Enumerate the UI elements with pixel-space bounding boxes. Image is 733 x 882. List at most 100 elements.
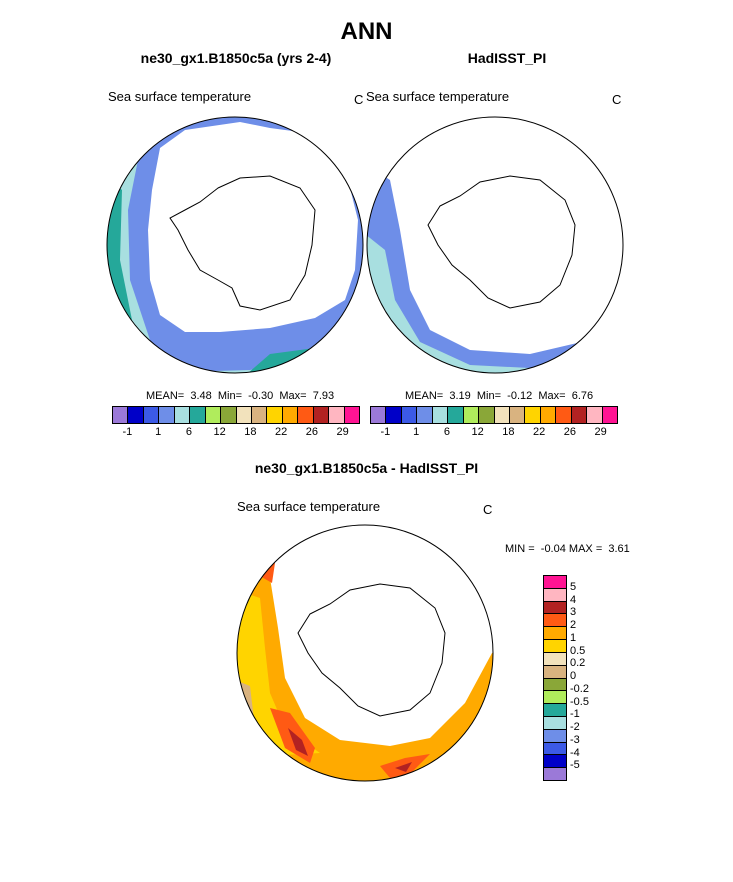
diff-panel-units-label: C: [483, 502, 493, 517]
left-colorbar-swatch: [221, 407, 237, 423]
diff-panel-case-title: ne30_gx1.B1850c5a - HadISST_PI: [254, 460, 479, 476]
right-colorbar-tick-label: 26: [563, 426, 576, 438]
right-panel-stats: MEAN= 3.19 Min= -0.12 Max= 6.76: [405, 390, 593, 402]
left-colorbar-swatch: [174, 407, 191, 423]
right-sst-polar-map: [366, 116, 624, 374]
diff-map-darkred-patch-south: [395, 762, 412, 772]
diff-min-value: -0.04: [540, 543, 566, 555]
right-panel-variable-label: Sea surface temperature: [366, 89, 510, 104]
left-colorbar-tick-label: 1: [155, 426, 162, 438]
left-colorbar-tick-label: 6: [185, 426, 192, 438]
right-colorbar-swatch: [479, 407, 495, 423]
diff-colorbar: [543, 575, 567, 781]
right-max-label: Max=: [538, 390, 566, 402]
diff-colorbar-level-label: 0: [570, 670, 577, 682]
left-colorbar-swatch: [298, 407, 314, 423]
right-colorbar-swatch: [432, 407, 449, 423]
diff-colorbar-level-label: 3: [570, 606, 577, 619]
right-mean-label: MEAN=: [405, 390, 444, 402]
diff-map-antarctica-outline: [297, 583, 446, 717]
diff-panel-stats: MIN = -0.04 MAX = 3.61: [505, 543, 630, 555]
right-panel-units-label: C: [612, 92, 622, 107]
left-colorbar-tick-label: 29: [336, 426, 349, 438]
right-colorbar-swatch: [540, 407, 557, 423]
right-colorbar-tick-label: 6: [443, 426, 450, 438]
diff-colorbar-swatch: [544, 588, 566, 602]
right-min-label: Min=: [476, 390, 502, 402]
diff-colorbar-swatch: [544, 678, 566, 692]
page-title: ANN: [340, 18, 393, 45]
left-colorbar-swatch: [128, 407, 144, 423]
left-colorbar-tick-label: 12: [213, 426, 226, 438]
diff-sst-polar-map: [236, 524, 494, 782]
left-colorbar-tick-label: 26: [305, 426, 318, 438]
left-colorbar-tick-label: 22: [275, 426, 288, 438]
diff-colorbar-levels: 5 4 3 2 1 0.5 0.2 0 -0.2 -0.5 -1 -2 -3 -4 -5: [570, 575, 630, 779]
right-min-value: -0.12: [507, 390, 533, 402]
diff-colorbar-swatch: [544, 652, 566, 666]
diff-map-darkred-patch-west: [288, 728, 308, 756]
right-map-antarctica-outline: [427, 175, 576, 309]
right-colorbar-swatch: [556, 407, 572, 423]
left-max-label: Max=: [279, 390, 307, 402]
left-colorbar: [112, 406, 360, 424]
right-colorbar-tick-label: -1: [380, 426, 391, 438]
right-colorbar-swatch: [417, 407, 433, 423]
right-colorbar-tick-label: 22: [533, 426, 546, 438]
diff-colorbar-level-label: -4: [570, 746, 580, 759]
diff-colorbar-level-label: 0.5: [570, 644, 586, 657]
right-mean-value: 3.19: [449, 390, 471, 402]
right-colorbar-tick-label: 29: [594, 426, 607, 438]
diff-colorbar-swatch: [544, 729, 566, 743]
diff-colorbar-level-label: 2: [570, 619, 577, 631]
right-colorbar-swatch: [371, 407, 387, 423]
diff-max-label: MAX =: [568, 543, 603, 555]
diff-colorbar-level-label: 1: [570, 631, 577, 644]
left-colorbar-swatch: [313, 407, 330, 423]
right-colorbar-swatch: [587, 407, 603, 423]
left-colorbar-swatch: [236, 407, 252, 423]
right-colorbar-swatch: [386, 407, 402, 423]
right-colorbar-swatch: [602, 407, 617, 423]
right-colorbar-swatch: [509, 407, 526, 423]
diff-colorbar-swatch: [544, 640, 566, 653]
diff-colorbar-swatch: [544, 704, 566, 717]
left-colorbar-tick-label: 18: [244, 426, 257, 438]
left-sst-polar-map: [106, 116, 364, 374]
left-min-value: -0.30: [248, 390, 274, 402]
right-colorbar-swatch: [463, 407, 480, 423]
left-colorbar-swatch: [344, 407, 359, 423]
left-colorbar-swatch: [251, 407, 268, 423]
right-colorbar-swatch: [494, 407, 510, 423]
left-colorbar-swatch: [267, 407, 283, 423]
diff-colorbar-swatch: [544, 768, 566, 780]
right-colorbar-tick-label: 12: [471, 426, 484, 438]
diff-min-label: MIN =: [505, 543, 535, 555]
left-colorbar-tick-label: -1: [122, 426, 133, 438]
left-max-value: 7.93: [312, 390, 335, 402]
diff-colorbar-swatch: [544, 755, 566, 769]
left-colorbar-ticks: -1 1 6 12 18 22 26 29: [112, 426, 360, 440]
right-colorbar-tick-label: 1: [413, 426, 420, 438]
diff-colorbar-swatch: [544, 601, 566, 615]
left-colorbar-swatch: [113, 407, 129, 423]
diff-colorbar-level-label: -0.5: [570, 695, 589, 708]
right-map-ocean-blue-band: [367, 160, 623, 373]
diff-colorbar-swatch: [544, 665, 566, 679]
left-colorbar-swatch: [159, 407, 175, 423]
left-colorbar-swatch: [329, 407, 345, 423]
diff-colorbar-level-label: 4: [570, 593, 577, 606]
left-map-antarctica-outline: [169, 175, 316, 311]
right-colorbar-swatch: [448, 407, 464, 423]
right-max-value: 6.76: [571, 390, 594, 402]
right-map-boundary-circle: [366, 116, 624, 374]
diff-colorbar-level-label: -0.2: [570, 682, 589, 695]
right-colorbar-tick-label: 18: [502, 426, 515, 438]
left-panel-variable-label: Sea surface temperature: [108, 89, 252, 104]
diff-colorbar-swatch: [544, 614, 566, 628]
diff-panel-variable-label: Sea surface temperature: [237, 499, 381, 514]
right-colorbar-swatch: [401, 407, 418, 423]
left-map-boundary-circle: [106, 116, 364, 374]
diff-colorbar-swatch: [544, 742, 566, 756]
right-colorbar-swatch: [525, 407, 541, 423]
